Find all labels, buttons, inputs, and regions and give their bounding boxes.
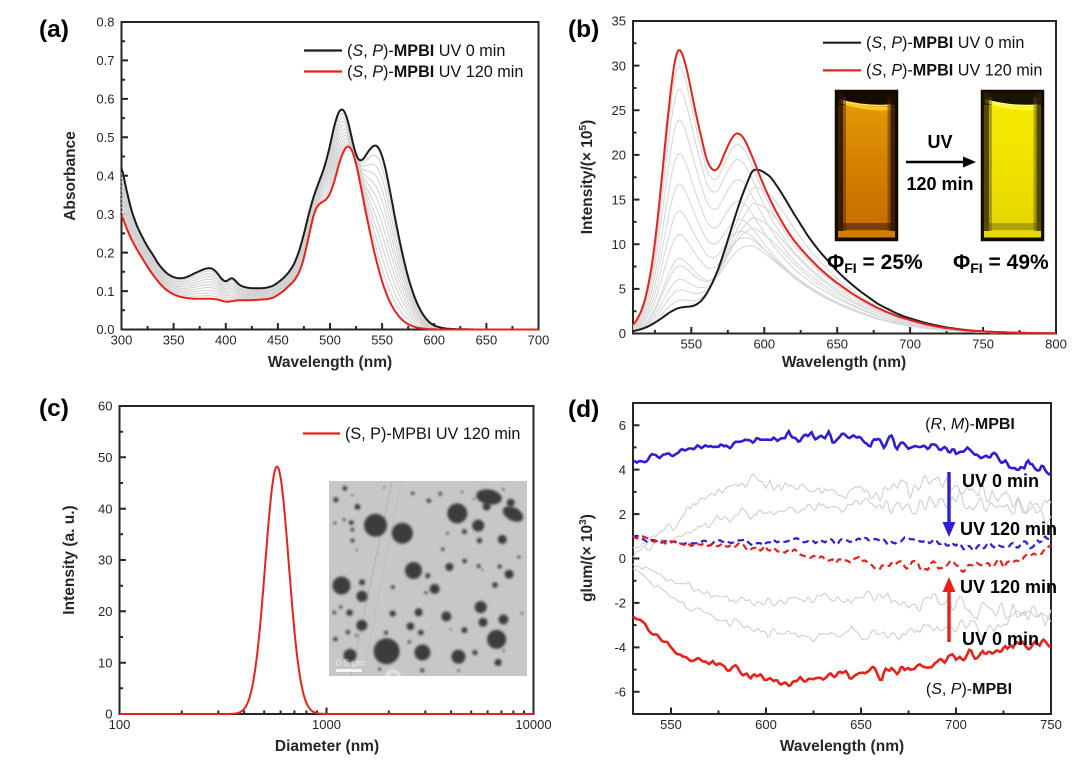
svg-text:350: 350 — [163, 333, 185, 348]
svg-text:700: 700 — [528, 333, 550, 348]
svg-text:10000: 10000 — [515, 717, 551, 732]
svg-text:30: 30 — [612, 58, 626, 73]
svg-text:10: 10 — [612, 237, 626, 252]
svg-text:(b): (b) — [568, 16, 599, 43]
svg-text:UV 120 min: UV 120 min — [960, 519, 1057, 539]
svg-text:0.5 μm: 0.5 μm — [336, 658, 365, 669]
svg-text:6: 6 — [619, 418, 626, 433]
svg-text:ΦFI = 25%: ΦFI = 25% — [827, 251, 923, 276]
svg-text:(S, P)-MPBI: (S, P)-MPBI — [926, 681, 1012, 698]
svg-text:0.6: 0.6 — [96, 92, 114, 107]
svg-text:650: 650 — [476, 333, 498, 348]
svg-text:25: 25 — [612, 103, 626, 118]
svg-text:0: 0 — [619, 326, 626, 341]
svg-text:550: 550 — [680, 337, 702, 352]
svg-text:(S, P)-MPBI UV 0 min: (S, P)-MPBI UV 0 min — [866, 34, 1024, 52]
svg-text:35: 35 — [612, 14, 626, 29]
svg-text:0: 0 — [105, 707, 112, 722]
svg-text:700: 700 — [899, 337, 921, 352]
svg-text:0.8: 0.8 — [96, 15, 114, 30]
svg-text:40: 40 — [98, 501, 112, 516]
svg-text:600: 600 — [753, 337, 775, 352]
svg-text:UV: UV — [927, 132, 952, 152]
svg-text:300: 300 — [111, 333, 133, 348]
svg-text:Wavelength (nm): Wavelength (nm) — [268, 354, 392, 371]
svg-text:UV 120 min: UV 120 min — [960, 577, 1057, 597]
svg-text:(S, P)-MPBI UV 120 min: (S, P)-MPBI UV 120 min — [347, 63, 523, 81]
svg-text:10: 10 — [98, 655, 112, 670]
svg-text:(R, M)-MPBI: (R, M)-MPBI — [925, 416, 1015, 433]
svg-text:Wavelength (nm): Wavelength (nm) — [780, 738, 904, 755]
svg-text:100: 100 — [109, 717, 131, 732]
svg-text:20: 20 — [612, 148, 626, 163]
svg-text:650: 650 — [850, 717, 872, 732]
svg-text:-2: -2 — [614, 596, 626, 611]
svg-text:750: 750 — [1040, 717, 1062, 732]
svg-text:0.5: 0.5 — [96, 130, 114, 145]
svg-text:600: 600 — [423, 333, 445, 348]
svg-text:600: 600 — [755, 717, 777, 732]
svg-text:0.4: 0.4 — [96, 168, 114, 183]
svg-text:0: 0 — [619, 551, 626, 566]
svg-text:UV 0 min: UV 0 min — [962, 629, 1039, 649]
svg-text:-4: -4 — [614, 640, 626, 655]
svg-text:550: 550 — [371, 333, 393, 348]
svg-text:1000: 1000 — [312, 717, 341, 732]
svg-text:650: 650 — [826, 337, 848, 352]
svg-text:0.0: 0.0 — [96, 322, 114, 337]
svg-text:2: 2 — [619, 507, 626, 522]
svg-text:(S, P)-MPBI UV 0 min: (S, P)-MPBI UV 0 min — [347, 42, 505, 60]
svg-text:4: 4 — [619, 462, 626, 477]
svg-text:Absorbance: Absorbance — [62, 131, 79, 221]
svg-text:Intensity/(× 105): Intensity/(× 105) — [578, 120, 596, 235]
svg-text:400: 400 — [215, 333, 237, 348]
svg-text:15: 15 — [612, 192, 626, 207]
svg-text:UV 0 min: UV 0 min — [962, 471, 1039, 491]
svg-text:Diameter (nm): Diameter (nm) — [275, 738, 379, 755]
svg-text:700: 700 — [945, 717, 967, 732]
svg-text:Intensity (a. u.): Intensity (a. u.) — [61, 505, 78, 614]
svg-text:0.2: 0.2 — [96, 245, 114, 260]
svg-text:800: 800 — [1045, 337, 1067, 352]
svg-text:0.1: 0.1 — [96, 284, 114, 299]
svg-text:-6: -6 — [614, 685, 626, 700]
svg-text:500: 500 — [319, 333, 341, 348]
svg-text:5: 5 — [619, 282, 626, 297]
svg-text:0.3: 0.3 — [96, 207, 114, 222]
svg-text:glum/(× 103): glum/(× 103) — [578, 514, 596, 602]
svg-text:120 min: 120 min — [906, 174, 973, 194]
svg-text:550: 550 — [660, 717, 682, 732]
svg-text:20: 20 — [98, 604, 112, 619]
svg-text:60: 60 — [98, 399, 112, 414]
svg-text:(a): (a) — [39, 16, 69, 43]
svg-text:ΦFI = 49%: ΦFI = 49% — [953, 251, 1049, 276]
svg-text:(S, P)-MPBI UV 120 min: (S, P)-MPBI UV 120 min — [345, 425, 520, 443]
svg-text:0.7: 0.7 — [96, 53, 114, 68]
svg-text:30: 30 — [98, 553, 112, 568]
svg-text:(d): (d) — [568, 396, 599, 423]
svg-text:750: 750 — [972, 337, 994, 352]
svg-text:(S, P)-MPBI UV 120 min: (S, P)-MPBI UV 120 min — [866, 62, 1042, 80]
svg-text:50: 50 — [98, 450, 112, 465]
svg-text:450: 450 — [267, 333, 289, 348]
svg-text:(c): (c) — [39, 395, 69, 422]
svg-text:Wavelength (nm): Wavelength (nm) — [782, 354, 906, 371]
